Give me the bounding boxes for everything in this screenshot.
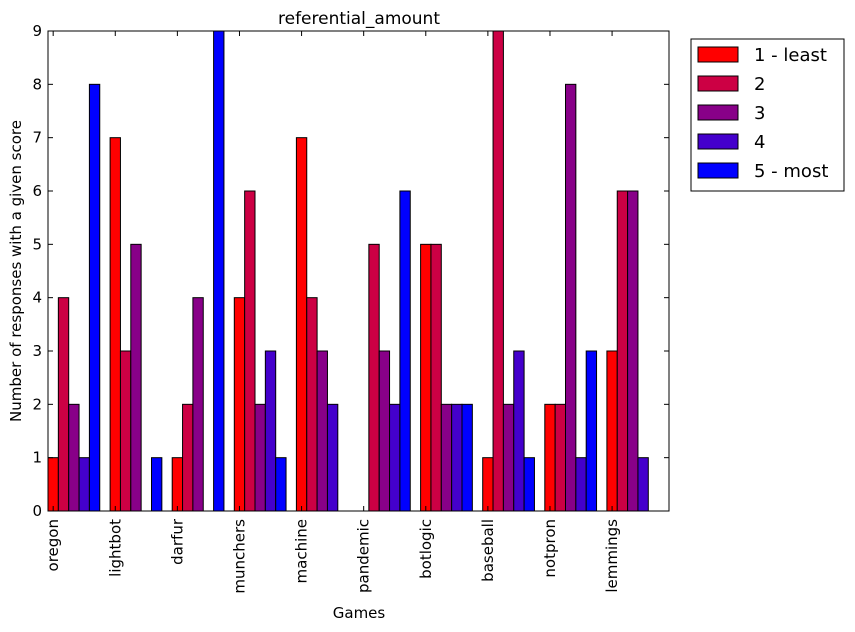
bar-munchers-series-5 xyxy=(275,457,287,512)
bar-pandemic-series-5 xyxy=(399,190,411,512)
bar-munchers-series-1 xyxy=(233,297,246,512)
bar-notpron-series-4 xyxy=(575,457,587,512)
y-tick-label: 5 xyxy=(32,235,42,253)
legend-label: 2 xyxy=(754,74,765,95)
bar-darfur-series-1 xyxy=(171,457,184,512)
x-axis: oregon lightbot darfur munchers machine pande… xyxy=(44,31,621,594)
bar-darfur-series-5 xyxy=(213,30,225,512)
bar-notpron-series-3 xyxy=(565,83,577,512)
bar-botlogic-series-5 xyxy=(461,403,473,512)
bar-lemmings-series-4 xyxy=(637,457,649,512)
x-tick-label: pandemic xyxy=(355,519,373,593)
bar-baseball-series-2 xyxy=(492,30,504,512)
y-tick-label: 9 xyxy=(32,22,42,40)
y-tick-label: 0 xyxy=(32,502,42,520)
bar-oregon-series-1 xyxy=(47,457,59,512)
x-tick-label: darfur xyxy=(168,518,186,565)
x-tick-label: oregon xyxy=(44,519,62,571)
bar-lightbot-series-5 xyxy=(151,457,163,512)
bar-pandemic-series-2 xyxy=(368,243,380,512)
bar-botlogic-series-1 xyxy=(420,243,432,512)
bar-munchers-series-2 xyxy=(244,190,256,512)
y-tick-label: 6 xyxy=(32,182,42,200)
bar-pandemic-series-3 xyxy=(378,350,391,512)
y-tick-label: 4 xyxy=(32,289,42,307)
bar-machine-series-2 xyxy=(306,297,318,512)
bar-munchers-series-4 xyxy=(264,350,277,512)
bar-darfur-series-2 xyxy=(182,403,194,512)
bar-oregon-series-4 xyxy=(78,457,90,512)
legend-label: 4 xyxy=(754,132,765,153)
bar-machine-series-1 xyxy=(295,137,308,512)
legend-swatch xyxy=(697,162,739,179)
legend: 1 - least 2 3 4 5 - most xyxy=(690,38,845,192)
bar-botlogic-series-4 xyxy=(451,403,463,512)
x-tick-label: notpron xyxy=(541,519,559,578)
bar-machine-series-4 xyxy=(326,403,339,512)
y-tick-label: 3 xyxy=(32,342,42,360)
y-tick-label: 2 xyxy=(32,395,42,413)
legend-swatch xyxy=(697,104,739,121)
bar-baseball-series-1 xyxy=(482,457,494,512)
y-tick-label: 8 xyxy=(32,75,42,93)
legend-label: 3 xyxy=(754,103,765,124)
legend-label: 5 - most xyxy=(754,161,828,182)
plot-frame xyxy=(47,30,670,512)
legend-swatch xyxy=(697,133,739,150)
bar-notpron-series-5 xyxy=(585,350,598,512)
bar-darfur-series-3 xyxy=(192,297,204,512)
x-tick-label: lightbot xyxy=(106,519,124,577)
bar-lightbot-series-1 xyxy=(109,137,121,512)
bar-notpron-series-2 xyxy=(554,403,567,512)
bars-group xyxy=(47,30,649,512)
x-tick-label: munchers xyxy=(231,519,249,594)
bar-oregon-series-3 xyxy=(68,403,80,512)
y-tick-label: 7 xyxy=(32,129,42,147)
bar-botlogic-series-3 xyxy=(440,403,453,512)
y-axis: 0 1 2 3 4 5 6 7 8 9 xyxy=(32,22,669,520)
y-axis-label: Number of responses with a given score xyxy=(7,120,25,422)
x-tick-label: baseball xyxy=(479,519,497,582)
legend-swatch xyxy=(697,75,739,92)
bar-botlogic-series-2 xyxy=(430,243,442,512)
legend-label: 1 - least xyxy=(754,45,827,66)
y-tick-label: 1 xyxy=(32,449,42,467)
bar-notpron-series-1 xyxy=(544,403,556,512)
legend-swatch xyxy=(697,46,739,63)
bar-lemmings-series-1 xyxy=(606,350,618,512)
bar-baseball-series-4 xyxy=(513,350,525,512)
x-tick-label: botlogic xyxy=(417,519,435,579)
bar-baseball-series-3 xyxy=(502,403,515,512)
bar-oregon-series-5 xyxy=(88,83,101,512)
bar-oregon-series-2 xyxy=(57,297,70,512)
x-tick-label: machine xyxy=(293,519,311,583)
x-tick-label: lemmings xyxy=(603,519,621,593)
bar-lightbot-series-2 xyxy=(119,350,132,512)
bar-lemmings-series-2 xyxy=(616,190,629,512)
bar-lightbot-series-3 xyxy=(130,243,142,512)
bar-machine-series-3 xyxy=(316,350,328,512)
chart-title: referential_amount xyxy=(278,9,440,29)
bar-lemmings-series-3 xyxy=(627,190,639,512)
bar-pandemic-series-4 xyxy=(389,403,401,512)
bar-baseball-series-5 xyxy=(523,457,535,512)
bar-munchers-series-3 xyxy=(254,403,266,512)
x-axis-label: Games xyxy=(333,604,386,622)
